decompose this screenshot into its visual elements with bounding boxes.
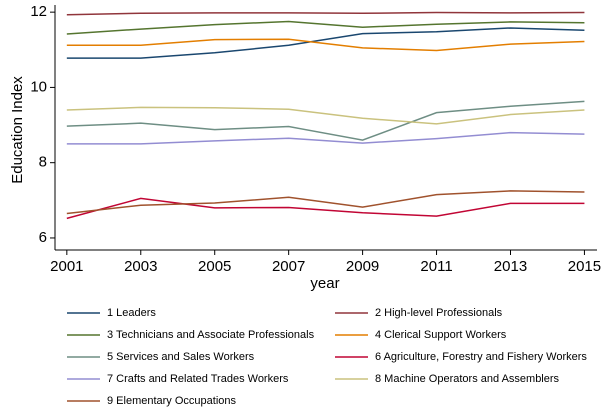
series-line bbox=[66, 11, 585, 16]
legend-label: 2 High-level Professionals bbox=[375, 307, 503, 319]
series-line bbox=[66, 190, 585, 215]
x-tick-label: 2003 bbox=[124, 258, 157, 275]
series-line bbox=[66, 100, 585, 141]
legend-label: 9 Elementary Occupations bbox=[107, 395, 237, 407]
y-tick-label: 6 bbox=[39, 229, 47, 246]
x-tick-label: 2009 bbox=[346, 258, 379, 275]
legend-label: 4 Clerical Support Workers bbox=[375, 329, 507, 341]
y-tick-label: 8 bbox=[39, 154, 47, 171]
legend-label: 7 Crafts and Related Trades Workers bbox=[107, 373, 289, 385]
legend-label: 8 Machine Operators and Assemblers bbox=[375, 373, 560, 385]
x-tick-label: 2005 bbox=[198, 258, 231, 275]
x-tick-label: 2011 bbox=[420, 258, 452, 275]
legend-label: 1 Leaders bbox=[107, 307, 156, 319]
series-line bbox=[66, 27, 585, 59]
series-line bbox=[66, 131, 585, 145]
series-line bbox=[66, 20, 585, 35]
legend-label: 6 Agriculture, Forestry and Fishery Work… bbox=[375, 351, 587, 363]
y-tick-label: 12 bbox=[30, 3, 47, 20]
x-tick-label: 2013 bbox=[494, 258, 527, 275]
y-tick-label: 10 bbox=[30, 78, 47, 95]
x-tick-label: 2015 bbox=[568, 258, 601, 275]
x-tick-label: 2001 bbox=[50, 258, 83, 275]
series-line bbox=[66, 38, 585, 52]
series-line bbox=[66, 106, 585, 125]
x-axis-title: year bbox=[310, 275, 339, 292]
y-axis-title: Education Index bbox=[9, 76, 26, 184]
x-tick-label: 2007 bbox=[272, 258, 305, 275]
legend-label: 5 Services and Sales Workers bbox=[107, 351, 255, 363]
legend-label: 3 Technicians and Associate Professional… bbox=[107, 329, 315, 341]
series-line bbox=[66, 197, 585, 220]
